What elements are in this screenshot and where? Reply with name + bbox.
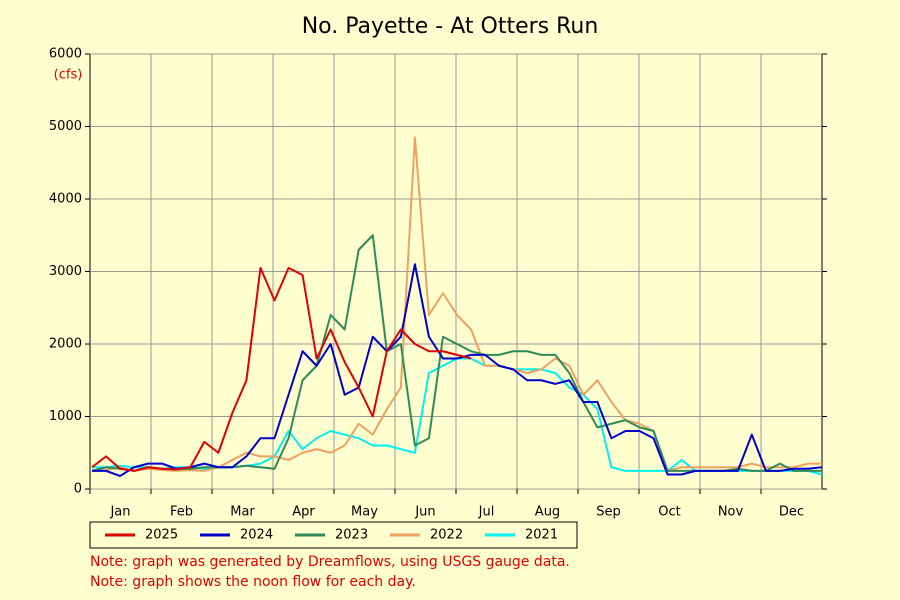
legend-box — [89, 521, 578, 549]
x-tick-label: Jan — [109, 505, 130, 520]
legend-label: 2025 — [145, 528, 178, 543]
x-tick-label: Oct — [658, 505, 680, 520]
y-tick-label: 4000 — [49, 192, 82, 207]
note: Note: graph was generated by Dreamflows,… — [90, 554, 570, 570]
note: Note: graph shows the noon flow for each… — [90, 574, 416, 590]
series-line — [91, 136, 822, 472]
x-tick-label: Jun — [414, 505, 435, 520]
x-tick-label: Nov — [718, 505, 744, 520]
x-tick-label: Dec — [779, 505, 804, 520]
x-tick-label: Aug — [535, 505, 560, 520]
legend-label: 2021 — [525, 528, 558, 543]
y-tick-label: 1000 — [49, 409, 82, 424]
legend-label: 2023 — [335, 528, 368, 543]
x-tick-label: Feb — [170, 505, 193, 520]
x-tick-label: Jul — [478, 505, 495, 520]
y-axis-label: (cfs) — [54, 68, 83, 83]
series-line — [91, 266, 472, 472]
legend-label: 2024 — [240, 528, 273, 543]
series-line — [92, 263, 823, 477]
y-tick-label: 2000 — [49, 337, 82, 352]
x-tick-label: Apr — [292, 505, 315, 520]
x-tick-label: May — [351, 505, 378, 520]
legend-label: 2022 — [430, 528, 463, 543]
y-tick-label: 0 — [74, 482, 82, 497]
x-tick-label: Sep — [596, 505, 621, 520]
y-tick-label: 6000 — [49, 47, 82, 62]
y-tick-label: 3000 — [49, 264, 82, 279]
y-tick-label: 5000 — [49, 119, 82, 134]
x-tick-label: Mar — [230, 505, 255, 520]
chart-title: No. Payette - At Otters Run — [302, 14, 599, 39]
